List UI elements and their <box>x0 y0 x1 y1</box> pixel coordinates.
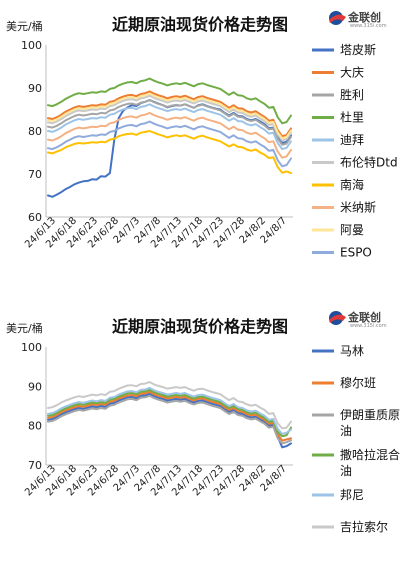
logo-name: 金联创 <box>347 10 381 24</box>
series-line-6 <box>47 381 292 430</box>
y-axis-unit-label: 美元/桶 <box>6 19 43 33</box>
legend-item: 吉拉索尔 <box>312 519 388 534</box>
legend-label: 大庆 <box>340 66 364 80</box>
legend-label-cont: 油 <box>340 424 352 438</box>
legend-item: 米纳斯 <box>312 201 376 215</box>
legend-item: 阿曼 <box>312 223 364 237</box>
legend-label: ESPO <box>340 246 372 260</box>
legend-item: 大庆 <box>312 66 364 80</box>
logo-swoosh-icon <box>329 314 346 323</box>
series-line-5 <box>47 103 292 151</box>
series-line-6 <box>47 94 292 142</box>
y-tick-label: 100 <box>21 341 42 354</box>
y-tick-label: 80 <box>28 125 42 138</box>
y-tick-label: 70 <box>28 459 42 472</box>
series-line-5 <box>47 386 292 435</box>
legend-item: 布伦特Dtd <box>312 155 398 170</box>
legend-label: 米纳斯 <box>340 201 376 215</box>
series-line-2 <box>47 390 292 442</box>
legend-item: 迪拜 <box>312 133 364 147</box>
legend-label: 迪拜 <box>340 133 364 147</box>
legend-item: 穆尔班 <box>312 375 376 390</box>
series-line-2 <box>47 90 292 138</box>
y-tick-label: 100 <box>21 39 42 52</box>
y-tick-label: 90 <box>28 82 42 95</box>
y-axis-unit-label: 美元/桶 <box>6 321 43 335</box>
y-tick-label: 80 <box>28 420 42 433</box>
legend-item: 杜里 <box>312 110 364 125</box>
legend-label: 南海 <box>340 177 364 192</box>
chart-title: 近期原油现货价格走势图 <box>112 15 288 34</box>
legend-label: 撒哈拉混合 <box>340 447 400 462</box>
legend-item: ESPO <box>312 246 372 260</box>
legend-label: 杜里 <box>340 110 364 125</box>
series-line-10 <box>47 120 292 168</box>
legend-item: 邦尼 <box>312 488 364 502</box>
series-line-4 <box>47 388 292 438</box>
legend-label: 胜利 <box>340 87 364 102</box>
logo-name: 金联创 <box>347 310 381 324</box>
legend-label: 伊朗重质原 <box>340 408 400 422</box>
logo-url: www.315i.com <box>350 23 387 29</box>
legend-label: 塔皮斯 <box>340 43 376 57</box>
legend-label: 穆尔班 <box>340 375 376 390</box>
logo-swoosh-icon <box>329 14 346 23</box>
legend-item: 胜利 <box>312 87 364 102</box>
legend-label: 阿曼 <box>340 223 364 237</box>
y-tick-label: 90 <box>28 380 42 393</box>
logo-url: www.315i.com <box>350 323 387 329</box>
series-line-8 <box>47 111 292 159</box>
legend-label-cont: 油 <box>340 464 352 478</box>
legend-item: 塔皮斯 <box>312 43 376 57</box>
legend-label: 布伦特Dtd <box>340 155 398 170</box>
y-tick-label: 60 <box>28 211 42 224</box>
series-line-7 <box>47 130 292 175</box>
legend-label: 马林 <box>340 344 364 358</box>
chart-panel-2: 近期原油现货价格走势图美元/桶金联创www.315i.com7080901002… <box>6 310 400 534</box>
series-line-3 <box>47 394 292 445</box>
series-line-9 <box>47 92 292 140</box>
legend-label: 邦尼 <box>340 488 364 502</box>
series-line-1 <box>47 392 292 449</box>
legend-item: 南海 <box>312 177 364 192</box>
legend-label: 吉拉索尔 <box>340 519 388 534</box>
series-line-4 <box>47 77 292 125</box>
series-line-3 <box>47 99 292 146</box>
y-tick-label: 70 <box>28 168 42 181</box>
chart-title: 近期原油现货价格走势图 <box>112 317 288 336</box>
legend-item: 马林 <box>312 344 364 358</box>
